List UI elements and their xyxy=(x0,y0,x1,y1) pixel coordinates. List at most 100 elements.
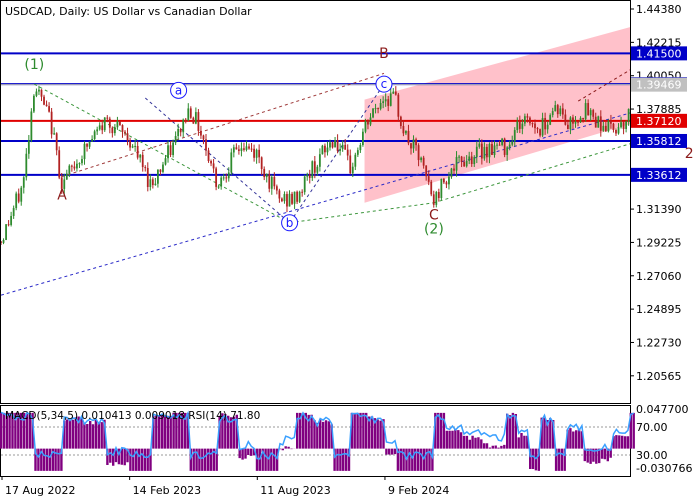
candle-body xyxy=(265,173,268,178)
candle-body xyxy=(192,117,195,124)
candle-body xyxy=(344,144,347,150)
candle-body xyxy=(341,144,344,149)
candle-body xyxy=(442,178,445,183)
candle-body xyxy=(521,123,524,129)
candle-body xyxy=(587,103,590,116)
y-tick-label: 1.20565 xyxy=(636,370,682,383)
projection-channel xyxy=(364,27,630,203)
level-tag-label: 1.35812 xyxy=(636,135,682,148)
candle-body xyxy=(351,166,354,174)
candle-body xyxy=(187,108,190,121)
candle-body xyxy=(240,148,243,151)
main-frame xyxy=(0,0,631,404)
wave-label: (1) xyxy=(24,57,44,73)
price-levels xyxy=(1,52,630,176)
candle-body xyxy=(594,116,597,128)
candle-body xyxy=(27,140,30,154)
candle-body xyxy=(372,108,374,118)
candle-body xyxy=(35,91,38,96)
y-tick-label: 1.44380 xyxy=(636,3,682,16)
candle-body xyxy=(417,145,420,161)
x-tick-label: 17 Aug 2022 xyxy=(5,484,75,497)
candle-body xyxy=(63,179,66,189)
current-price-tag xyxy=(631,77,687,92)
circled-wave-marker xyxy=(281,214,299,232)
candle-body xyxy=(339,148,342,151)
candle-body xyxy=(331,142,334,148)
level-tag xyxy=(631,167,687,182)
candle-body xyxy=(197,112,200,131)
indicator-y-label: 70.00 xyxy=(636,421,668,434)
candle-body xyxy=(493,145,496,155)
candle-body xyxy=(25,153,28,178)
candle-body xyxy=(15,193,18,209)
candle-body xyxy=(108,118,111,128)
candle-body xyxy=(384,99,387,102)
candle-body xyxy=(43,96,45,105)
candle-body xyxy=(450,168,453,177)
price-axis: 1.443801.422151.400501.378851.357201.335… xyxy=(630,3,687,383)
wave-label: C xyxy=(429,208,439,224)
candle-body xyxy=(523,116,526,124)
candle-body xyxy=(212,163,215,169)
candle-body xyxy=(620,122,622,128)
indicator-y-label: -0.030766 xyxy=(636,462,692,475)
wave-b-trendline xyxy=(1,112,630,296)
candle-body xyxy=(245,146,248,150)
candle-body xyxy=(141,154,144,168)
wave-abc-line xyxy=(144,83,385,224)
candle-body xyxy=(329,142,331,148)
candle-body xyxy=(154,183,157,186)
candle-body xyxy=(410,143,412,149)
candle-body xyxy=(73,166,76,169)
candle-body xyxy=(207,150,210,161)
candle-body xyxy=(250,148,253,150)
candle-body xyxy=(243,148,245,150)
candle-body xyxy=(440,178,443,199)
candle-body xyxy=(597,116,600,128)
y-tick-label: 1.31390 xyxy=(636,203,682,216)
candle-body xyxy=(496,144,498,146)
candle-body xyxy=(359,145,362,151)
candle-body xyxy=(96,129,99,132)
circled-wave-marker xyxy=(170,81,188,99)
candle-body xyxy=(399,116,402,127)
candle-body xyxy=(407,130,410,144)
time-axis: 17 Aug 2022 14 Feb 2023 11 Aug 2023 9 Feb 2… xyxy=(1,476,449,497)
candle-body xyxy=(220,177,223,187)
candles xyxy=(1,85,630,246)
candle-body xyxy=(83,143,86,160)
candle-body xyxy=(134,145,137,147)
level-tag-label: 1.37120 xyxy=(636,115,682,128)
candle-body xyxy=(612,123,615,130)
candle-body xyxy=(313,161,316,173)
indicator-panel: 0.047700 70.00 30.00-0.030766 xyxy=(0,403,692,475)
candle-body xyxy=(86,143,88,147)
candle-body xyxy=(584,103,587,120)
candle-body xyxy=(306,174,309,177)
candle-body xyxy=(68,165,71,174)
candle-body xyxy=(318,154,321,167)
candle-body xyxy=(172,142,174,155)
candle-body xyxy=(402,126,405,134)
candle-body xyxy=(566,124,569,130)
candle-body xyxy=(455,156,458,171)
candle-body xyxy=(392,91,395,94)
candle-body xyxy=(622,122,625,129)
candle-body xyxy=(65,173,68,180)
candle-body xyxy=(445,182,448,185)
candle-body xyxy=(113,127,116,134)
level-tag-label: 1.33612 xyxy=(636,169,682,182)
wave-c-line xyxy=(433,143,630,204)
x-tick-label: 14 Feb 2023 xyxy=(133,484,201,497)
candle-body xyxy=(324,145,326,153)
candle-body xyxy=(179,128,182,133)
candle-body xyxy=(415,139,417,146)
candle-body xyxy=(460,156,463,162)
candle-body xyxy=(559,108,562,115)
candle-body xyxy=(572,117,574,124)
candle-body xyxy=(5,224,7,240)
candle-body xyxy=(382,101,385,104)
wave-2-line-b xyxy=(289,202,434,224)
